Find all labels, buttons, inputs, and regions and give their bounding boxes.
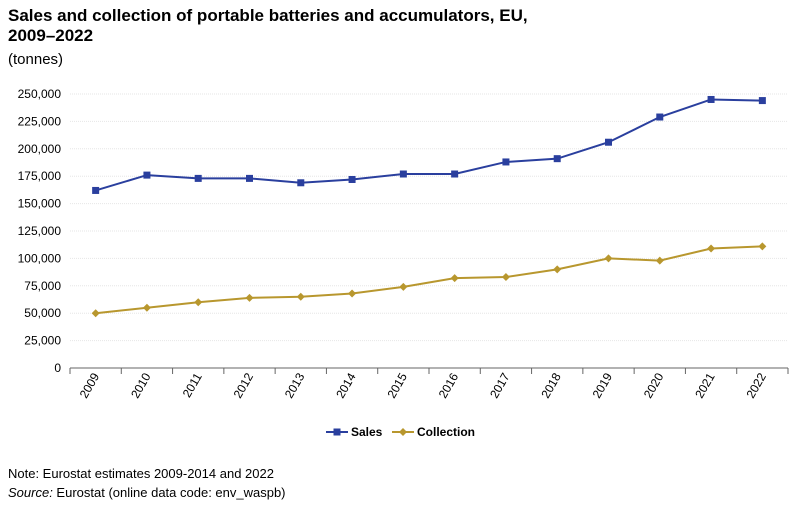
x-tick-label: 2019 xyxy=(590,370,616,400)
x-tick-label: 2014 xyxy=(333,370,359,400)
x-tick-label: 2015 xyxy=(384,370,410,400)
y-tick-label: 75,000 xyxy=(24,279,61,293)
data-point-sales xyxy=(246,174,253,182)
series-line-sales xyxy=(95,98,763,192)
x-tick-label: 2010 xyxy=(128,370,154,400)
data-point-collection xyxy=(348,289,357,298)
y-tick-label: 175,000 xyxy=(18,169,62,183)
x-tick-label: 2022 xyxy=(743,370,769,400)
data-point-collection xyxy=(501,273,510,282)
series-line-collection xyxy=(95,245,763,315)
x-tick-label: 2016 xyxy=(436,370,462,400)
line-chart: 0 25,000 50,000 75,000 100,000 125,000 150,000… xyxy=(18,87,789,439)
data-point-collection xyxy=(245,293,254,302)
legend-marker-collection xyxy=(399,428,407,436)
x-tick-label: 2018 xyxy=(538,370,564,400)
x-tick-label: 2012 xyxy=(231,370,257,400)
y-tick-label: 225,000 xyxy=(18,114,62,128)
data-point-collection xyxy=(399,282,408,291)
data-point-collection xyxy=(296,292,305,301)
data-point-sales xyxy=(605,138,612,146)
x-tick-label: 2009 xyxy=(77,370,103,400)
y-tick-label: 25,000 xyxy=(24,334,61,348)
x-tick-label: 2011 xyxy=(180,370,205,400)
y-tick-label: 250,000 xyxy=(18,87,62,101)
y-tick-label: 150,000 xyxy=(18,197,62,211)
data-point-collection xyxy=(758,242,767,251)
source-text: Eurostat (online data code: env_waspb) xyxy=(52,485,286,500)
x-tick-label: 2017 xyxy=(487,370,513,400)
footnote: Note: Eurostat estimates 2009-2014 and 2… xyxy=(8,466,274,481)
data-point-sales xyxy=(758,97,766,105)
data-point-collection xyxy=(604,254,613,263)
chart-title-line1: Sales and collection of portable batteri… xyxy=(8,6,528,25)
data-point-collection xyxy=(707,244,716,253)
y-tick-label: 100,000 xyxy=(18,251,62,265)
data-point-sales xyxy=(348,175,356,183)
x-tick-label: 2013 xyxy=(282,370,308,400)
y-tick-label: 125,000 xyxy=(18,224,62,238)
x-tick-label: 2021 xyxy=(692,370,718,400)
data-point-sales xyxy=(502,158,510,166)
data-point-sales xyxy=(297,179,305,187)
y-tick-label: 0 xyxy=(54,361,61,375)
data-point-collection xyxy=(142,303,151,312)
y-tick-label: 200,000 xyxy=(18,142,62,156)
data-point-sales xyxy=(707,95,715,103)
data-point-sales xyxy=(92,186,100,194)
data-point-collection xyxy=(553,265,562,274)
chart-title: Sales and collection of portable batteri… xyxy=(8,6,788,46)
data-point-sales xyxy=(399,170,407,178)
legend-label-sales: Sales xyxy=(351,425,383,439)
source-line: Source: Eurostat (online data code: env_… xyxy=(8,485,286,500)
chart-subtitle: (tonnes) xyxy=(8,51,64,68)
source-label: Source: xyxy=(8,485,53,500)
data-point-sales xyxy=(194,174,202,182)
data-point-collection xyxy=(91,309,100,318)
data-point-sales xyxy=(451,170,459,178)
data-point-collection xyxy=(655,256,664,265)
data-point-collection xyxy=(450,274,459,283)
legend-marker-sales xyxy=(333,428,341,436)
data-point-collection xyxy=(194,298,203,307)
chart-title-line2: 2009–2022 xyxy=(8,26,94,45)
legend-label-collection: Collection xyxy=(417,425,475,439)
y-tick-label: 50,000 xyxy=(24,306,61,320)
data-point-sales xyxy=(656,113,664,121)
data-point-sales xyxy=(553,155,561,163)
data-point-sales xyxy=(143,171,151,179)
x-tick-label: 2020 xyxy=(641,370,667,400)
